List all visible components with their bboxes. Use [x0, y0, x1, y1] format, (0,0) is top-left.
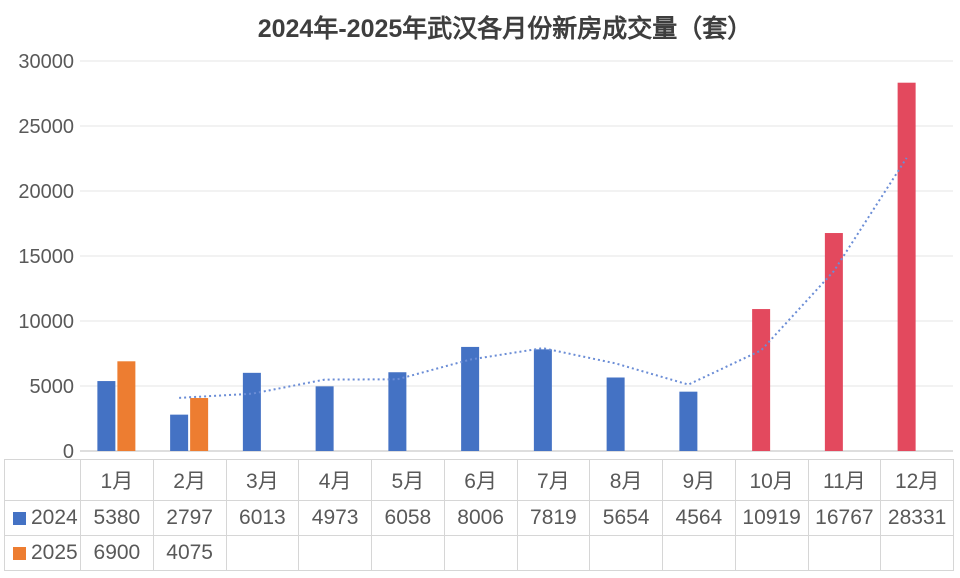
bar-2024-6月	[461, 346, 480, 451]
legend-label-2024: 2024	[31, 506, 78, 529]
table-cell-2024-9月: 4564	[662, 500, 736, 536]
legend-swatch-2025	[13, 546, 26, 560]
table-cell-2024-2月: 2797	[152, 500, 227, 536]
table-cell-2024-5月: 6058	[371, 500, 445, 536]
y-axis-tick-label: 10000	[18, 311, 74, 333]
y-axis-tick-label: 0	[63, 441, 74, 463]
bar-2024-3月	[242, 372, 261, 451]
table-cell-2025-12月	[880, 535, 954, 571]
y-axis-tick-label: 30000	[18, 51, 74, 73]
legend-swatch-2024	[13, 511, 26, 525]
bar-2024-1月	[97, 381, 116, 451]
bar-2024-5月	[388, 372, 407, 451]
table-cell-2024-8月: 5654	[589, 500, 663, 536]
legend-cell-2025: 2025	[4, 535, 81, 571]
month-header-9月: 9月	[662, 459, 736, 501]
month-header-6月: 6月	[443, 459, 518, 501]
month-header-10月: 10月	[734, 459, 809, 501]
chart-data-table: 1月 2月 3月 4月 5月 6月 7月 8月 9月 10月 11月 12月 2024 5380 2797 6…	[4, 459, 954, 571]
table-row-2024: 2024 5380 2797 6013 4973 6058 8006 7819 5654 4564…	[4, 500, 954, 536]
bar-2024-11月	[824, 233, 843, 451]
legend-label-2025: 2025	[31, 541, 78, 564]
bar-2024-10月	[752, 309, 771, 451]
month-header-8月: 8月	[589, 459, 663, 501]
table-cell-2024-10月: 10919	[734, 500, 809, 536]
chart-title: 2024年-2025年武汉各月份新房成交量（套）	[257, 15, 753, 43]
y-axis-tick-label: 5000	[30, 376, 75, 398]
table-cell-2025-10月	[734, 535, 809, 571]
bar-2025-1月	[117, 361, 136, 451]
bar-2024-7月	[533, 349, 552, 451]
table-cell-2024-11月: 16767	[807, 500, 882, 536]
bar-2024-4月	[315, 386, 334, 451]
month-header-1月: 1月	[80, 459, 154, 501]
table-corner-cell	[4, 459, 81, 501]
table-cell-2025-1月: 6900	[80, 535, 154, 571]
table-cell-2025-5月	[371, 535, 445, 571]
y-axis-tick-label: 25000	[18, 116, 74, 138]
month-header-12月: 12月	[880, 459, 954, 501]
month-header-3月: 3月	[225, 459, 300, 501]
table-cell-2024-6月: 8006	[443, 500, 518, 536]
table-cell-2025-7月	[516, 535, 591, 571]
y-axis-tick-label: 20000	[18, 181, 74, 203]
table-cell-2025-8月	[589, 535, 663, 571]
month-header-11月: 11月	[807, 459, 882, 501]
table-row-2025: 2025 6900 4075	[4, 535, 954, 571]
table-cell-2024-12月: 28331	[880, 500, 954, 536]
y-axis-tick-label: 15000	[18, 246, 74, 268]
table-cell-2024-1月: 5380	[80, 500, 154, 536]
bar-2024-12月	[897, 82, 916, 452]
trendline-moving-average	[179, 157, 908, 399]
bar-2024-2月	[170, 414, 189, 451]
table-cell-2024-4月: 4973	[298, 500, 372, 536]
table-cell-2025-3月	[225, 535, 300, 571]
month-header-5月: 5月	[371, 459, 445, 501]
bar-2025-2月	[190, 398, 209, 451]
bar-2024-9月	[679, 391, 698, 451]
legend-cell-2024: 2024	[4, 500, 81, 536]
month-header-4月: 4月	[298, 459, 372, 501]
table-cell-2025-2月: 4075	[152, 535, 227, 571]
table-cell-2025-4月	[298, 535, 372, 571]
bar-2024-8月	[606, 377, 625, 451]
table-cell-2025-6月	[443, 535, 518, 571]
table-cell-2024-7月: 7819	[516, 500, 591, 536]
month-header-2月: 2月	[152, 459, 227, 501]
table-cell-2025-11月	[807, 535, 882, 571]
table-cell-2024-3月: 6013	[225, 500, 300, 536]
month-header-7月: 7月	[516, 459, 591, 501]
table-cell-2025-9月	[662, 535, 736, 571]
